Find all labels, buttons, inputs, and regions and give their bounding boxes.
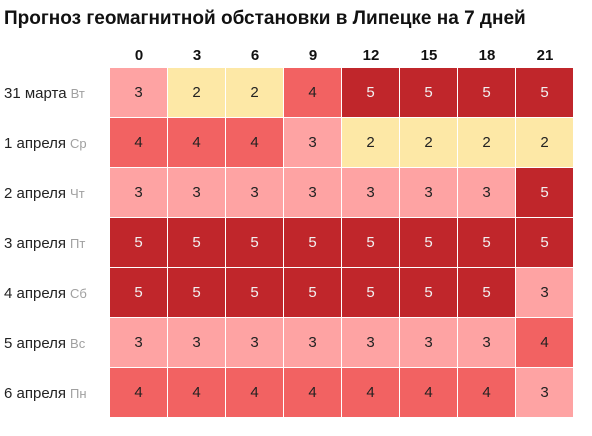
- heatmap-cell: 2: [516, 118, 574, 168]
- date-label: 6 апреля Пн: [4, 368, 87, 418]
- weekday-text: Пн: [70, 385, 87, 401]
- heatmap-cell: 4: [516, 318, 574, 368]
- heatmap-cell: 4: [110, 368, 168, 418]
- hour-label: 21: [536, 47, 554, 64]
- heatmap-cell: 5: [516, 218, 574, 268]
- heatmap-cell: 2: [226, 68, 284, 118]
- heatmap-cell: 4: [458, 368, 516, 418]
- heatmap-cell: 5: [400, 268, 458, 318]
- heatmap-cell: 5: [342, 68, 400, 118]
- hour-label: 6: [250, 47, 260, 64]
- heatmap-cell: 3: [226, 168, 284, 218]
- heatmap-cell: 5: [516, 68, 574, 118]
- heatmap-cell: 5: [226, 218, 284, 268]
- heatmap-cell: 2: [342, 118, 400, 168]
- heatmap-cell: 5: [168, 268, 226, 318]
- heatmap-cell: 3: [284, 118, 342, 168]
- weekday-text: Сб: [70, 285, 87, 301]
- heatmap-cell: 4: [342, 368, 400, 418]
- weekday-text: Чт: [70, 185, 85, 201]
- hour-label: 18: [478, 47, 496, 64]
- heatmap-cell: 4: [226, 368, 284, 418]
- heatmap-cell: 2: [168, 68, 226, 118]
- date-text: 31 марта: [4, 84, 67, 102]
- date-label: 4 апреля Сб: [4, 268, 87, 318]
- heatmap-cell: 2: [458, 118, 516, 168]
- date-text: 4 апреля: [4, 284, 67, 302]
- heatmap-cell: 3: [168, 168, 226, 218]
- heatmap-cell: 5: [284, 218, 342, 268]
- heatmap-cell: 3: [226, 318, 284, 368]
- date-label: 1 апреля Ср: [4, 118, 87, 168]
- heatmap-cell: 5: [168, 218, 226, 268]
- heatmap-cell: 2: [400, 118, 458, 168]
- heatmap-cell: 4: [110, 118, 168, 168]
- heatmap-cell: 3: [516, 368, 574, 418]
- date-text: 1 апреля: [4, 134, 67, 152]
- date-text: 6 апреля: [4, 384, 67, 402]
- heatmap-cell: 3: [458, 168, 516, 218]
- heatmap-cell: 3: [342, 168, 400, 218]
- hour-label: 15: [420, 47, 438, 64]
- date-label: 2 апреля Чт: [4, 168, 87, 218]
- heatmap-cell: 4: [168, 368, 226, 418]
- heatmap-cell: 4: [284, 368, 342, 418]
- heatmap-cell: 5: [110, 268, 168, 318]
- heatmap-cell: 3: [284, 168, 342, 218]
- hour-label: 0: [134, 47, 144, 64]
- weekday-text: Пт: [70, 235, 86, 251]
- hour-label: 9: [308, 47, 318, 64]
- heatmap-cell: 5: [284, 268, 342, 318]
- date-label: 31 марта Вт: [4, 68, 87, 118]
- heatmap-cell: 5: [400, 218, 458, 268]
- heatmap-cell: 5: [226, 268, 284, 318]
- heatmap-cell: 3: [110, 168, 168, 218]
- heatmap-cell: 3: [110, 68, 168, 118]
- heatmap-cell: 5: [458, 68, 516, 118]
- date-label: 3 апреля Пт: [4, 218, 87, 268]
- heatmap-cell: 3: [400, 168, 458, 218]
- heatmap-cell: 4: [400, 368, 458, 418]
- heatmap-cell: 3: [284, 318, 342, 368]
- heatmap-cell: 5: [458, 218, 516, 268]
- heatmap-cell: 5: [458, 268, 516, 318]
- chart-title: Прогноз геомагнитной обстановки в Липецк…: [4, 8, 526, 29]
- heatmap-cell: 3: [342, 318, 400, 368]
- heatmap-cell: 4: [168, 118, 226, 168]
- weekday-text: Вт: [70, 85, 85, 101]
- heatmap-cell: 5: [342, 268, 400, 318]
- weekday-text: Ср: [70, 135, 87, 151]
- date-text: 2 апреля: [4, 184, 67, 202]
- heatmap-cell: 5: [110, 218, 168, 268]
- heatmap-cell: 3: [110, 318, 168, 368]
- heatmap-cell: 5: [400, 68, 458, 118]
- heatmap-cell: 5: [516, 168, 574, 218]
- hour-axis: 0 3 6 9 12 15 18 21: [110, 47, 574, 64]
- date-axis: 31 марта Вт 1 апреля Ср 2 апреля Чт 3 апреля Пт…: [4, 68, 87, 418]
- heatmap-cell: 3: [168, 318, 226, 368]
- date-label: 5 апреля Вс: [4, 318, 87, 368]
- heatmap-cell: 3: [458, 318, 516, 368]
- heatmap-cell: 4: [284, 68, 342, 118]
- weekday-text: Вс: [70, 335, 86, 351]
- hour-label: 3: [192, 47, 202, 64]
- heatmap-cell: 5: [342, 218, 400, 268]
- date-text: 5 апреля: [4, 334, 67, 352]
- heatmap-cell: 3: [400, 318, 458, 368]
- date-text: 3 апреля: [4, 234, 67, 252]
- heatmap-cell: 3: [516, 268, 574, 318]
- hour-label: 12: [362, 47, 380, 64]
- heatmap-cell: 4: [226, 118, 284, 168]
